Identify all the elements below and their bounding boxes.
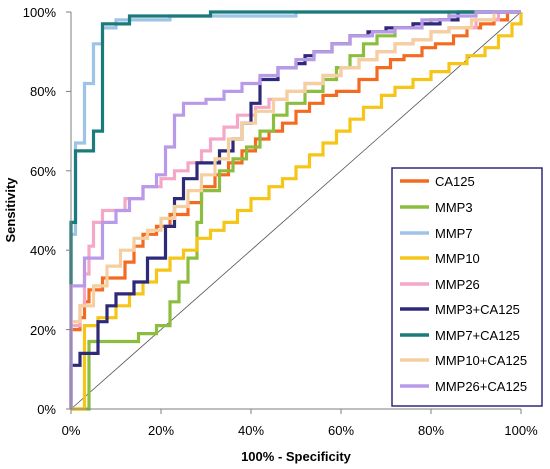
legend-label: MMP3+CA125 xyxy=(435,302,520,317)
legend-item: MMP3 xyxy=(400,200,473,215)
x-tick-label: 40% xyxy=(238,423,264,438)
x-tick-label: 60% xyxy=(328,423,354,438)
legend: CA125 MMP3 MMP7 MMP10 MMP26 MMP3+CA125 M… xyxy=(391,167,543,407)
x-tick-label: 100% xyxy=(504,423,538,438)
y-axis-title: Sensitivity xyxy=(3,177,18,243)
legend-label: MMP7 xyxy=(435,226,473,241)
series-line-ca125 xyxy=(71,10,521,332)
series-layer xyxy=(69,10,523,411)
legend-item: MMP10 xyxy=(400,251,480,266)
y-tick-label: 40% xyxy=(30,243,56,258)
x-tick-label: 20% xyxy=(148,423,174,438)
series-line-mmp26-ca125 xyxy=(69,10,521,409)
y-tick-label: 0% xyxy=(37,402,56,417)
legend-label: MMP3 xyxy=(435,200,473,215)
legend-item: MMP26+CA125 xyxy=(400,379,527,394)
reference-diagonal-layer xyxy=(70,11,522,410)
legend-label: CA125 xyxy=(435,174,475,189)
series-line-mmp10-ca125 xyxy=(69,10,521,409)
axes-layer xyxy=(66,11,522,414)
y-tick-label: 100% xyxy=(23,5,57,20)
y-tick-label: 60% xyxy=(30,164,56,179)
series-line-mmp7-ca125 xyxy=(69,10,521,409)
legend-item: MMP7 xyxy=(400,226,473,241)
y-tick-label: 20% xyxy=(30,323,56,338)
reference-diagonal-line xyxy=(70,11,522,410)
legend-item: MMP26 xyxy=(400,277,480,292)
x-axis-title: 100% - Specificity xyxy=(241,449,352,464)
legend-item: CA125 xyxy=(400,174,475,189)
x-tick-label: 80% xyxy=(418,423,444,438)
legend-label: MMP10 xyxy=(435,251,480,266)
legend-label: MMP7+CA125 xyxy=(435,328,520,343)
series-line-mmp3 xyxy=(71,10,521,411)
legend-item: MMP7+CA125 xyxy=(400,328,520,343)
x-tick-label: 0% xyxy=(62,423,81,438)
legend-label: MMP26 xyxy=(435,277,480,292)
legend-label: MMP10+CA125 xyxy=(435,353,527,368)
y-tick-label: 80% xyxy=(30,84,56,99)
legend-item: MMP3+CA125 xyxy=(400,302,520,317)
legend-item: MMP10+CA125 xyxy=(400,353,527,368)
legend-label: MMP26+CA125 xyxy=(435,379,527,394)
